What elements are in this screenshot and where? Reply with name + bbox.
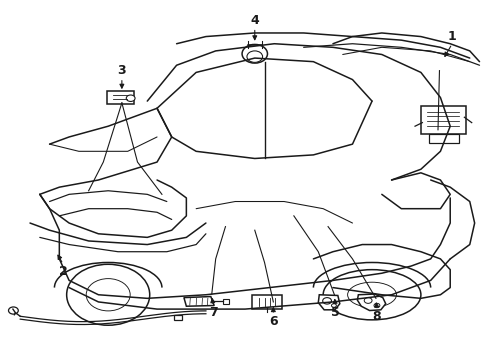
Circle shape — [374, 303, 380, 308]
FancyBboxPatch shape — [429, 134, 459, 143]
Text: 1: 1 — [448, 30, 457, 43]
Circle shape — [364, 298, 372, 303]
Polygon shape — [184, 297, 214, 306]
Polygon shape — [357, 294, 386, 311]
Text: 2: 2 — [59, 265, 68, 278]
FancyBboxPatch shape — [107, 91, 134, 104]
FancyBboxPatch shape — [421, 107, 466, 134]
FancyBboxPatch shape — [252, 296, 282, 309]
Text: 8: 8 — [372, 310, 381, 323]
Circle shape — [242, 44, 268, 63]
FancyBboxPatch shape — [173, 315, 182, 320]
Circle shape — [247, 51, 263, 62]
Text: 3: 3 — [118, 64, 126, 77]
Text: 5: 5 — [331, 306, 340, 319]
Circle shape — [331, 304, 336, 307]
Polygon shape — [318, 295, 340, 310]
Circle shape — [126, 95, 135, 102]
Text: 7: 7 — [209, 306, 218, 319]
Text: 6: 6 — [269, 315, 278, 328]
FancyBboxPatch shape — [222, 300, 229, 304]
Text: 4: 4 — [250, 14, 259, 27]
Circle shape — [323, 298, 331, 304]
